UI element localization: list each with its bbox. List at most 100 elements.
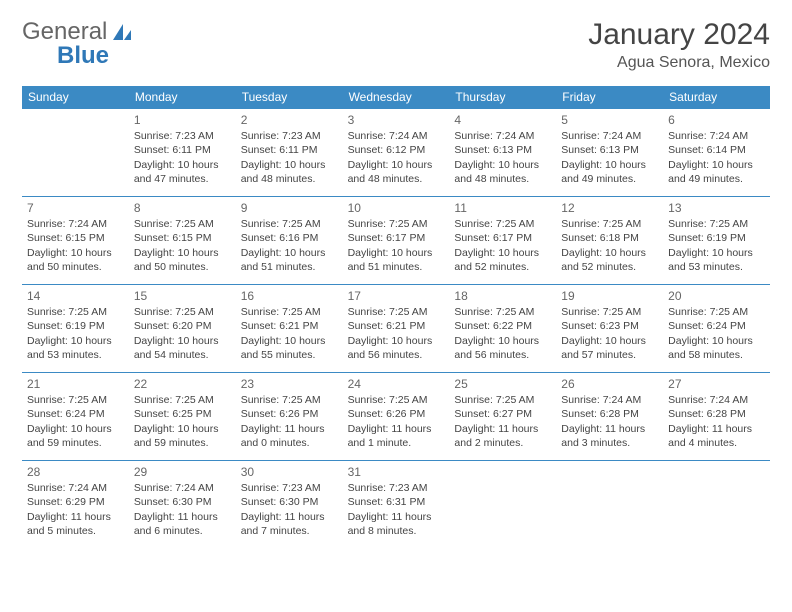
daylight-line: Daylight: 11 hours and 3 minutes. <box>561 422 658 450</box>
calendar-cell: 8Sunrise: 7:25 AMSunset: 6:15 PMDaylight… <box>129 196 236 284</box>
daylight-line: Daylight: 10 hours and 59 minutes. <box>134 422 231 450</box>
sunrise-line: Sunrise: 7:25 AM <box>241 217 338 231</box>
daylight-line: Daylight: 10 hours and 59 minutes. <box>27 422 124 450</box>
day-number: 11 <box>454 200 551 216</box>
sunset-line: Sunset: 6:19 PM <box>668 231 765 245</box>
sunrise-line: Sunrise: 7:25 AM <box>348 305 445 319</box>
sunrise-line: Sunrise: 7:24 AM <box>454 129 551 143</box>
sunset-line: Sunset: 6:28 PM <box>668 407 765 421</box>
sunset-line: Sunset: 6:12 PM <box>348 143 445 157</box>
day-number: 30 <box>241 464 338 480</box>
calendar-cell: 6Sunrise: 7:24 AMSunset: 6:14 PMDaylight… <box>663 108 770 196</box>
daylight-line: Daylight: 11 hours and 0 minutes. <box>241 422 338 450</box>
page-header: General January 2024 Agua Senora, Mexico <box>22 18 770 72</box>
daylight-line: Daylight: 10 hours and 53 minutes. <box>668 246 765 274</box>
day-number: 29 <box>134 464 231 480</box>
sunset-line: Sunset: 6:30 PM <box>241 495 338 509</box>
calendar-cell-empty <box>663 460 770 548</box>
sunrise-line: Sunrise: 7:24 AM <box>348 129 445 143</box>
daylight-line: Daylight: 11 hours and 5 minutes. <box>27 510 124 538</box>
day-number: 31 <box>348 464 445 480</box>
day-number: 3 <box>348 112 445 128</box>
calendar-cell: 7Sunrise: 7:24 AMSunset: 6:15 PMDaylight… <box>22 196 129 284</box>
day-number: 22 <box>134 376 231 392</box>
daylight-line: Daylight: 10 hours and 50 minutes. <box>134 246 231 274</box>
sunset-line: Sunset: 6:27 PM <box>454 407 551 421</box>
sunset-line: Sunset: 6:17 PM <box>454 231 551 245</box>
sunset-line: Sunset: 6:11 PM <box>241 143 338 157</box>
calendar-cell: 26Sunrise: 7:24 AMSunset: 6:28 PMDayligh… <box>556 372 663 460</box>
calendar-cell: 17Sunrise: 7:25 AMSunset: 6:21 PMDayligh… <box>343 284 450 372</box>
day-number: 27 <box>668 376 765 392</box>
calendar-cell: 28Sunrise: 7:24 AMSunset: 6:29 PMDayligh… <box>22 460 129 548</box>
sunrise-line: Sunrise: 7:25 AM <box>241 305 338 319</box>
weekday-header: Monday <box>129 86 236 108</box>
day-number: 25 <box>454 376 551 392</box>
day-number: 9 <box>241 200 338 216</box>
day-number: 24 <box>348 376 445 392</box>
daylight-line: Daylight: 11 hours and 6 minutes. <box>134 510 231 538</box>
daylight-line: Daylight: 11 hours and 2 minutes. <box>454 422 551 450</box>
day-number: 26 <box>561 376 658 392</box>
sunset-line: Sunset: 6:13 PM <box>454 143 551 157</box>
day-number: 19 <box>561 288 658 304</box>
day-number: 14 <box>27 288 124 304</box>
brand-part2-wrap: Blue <box>57 42 109 70</box>
month-title: January 2024 <box>588 18 770 52</box>
calendar-cell: 27Sunrise: 7:24 AMSunset: 6:28 PMDayligh… <box>663 372 770 460</box>
weekday-header: Sunday <box>22 86 129 108</box>
daylight-line: Daylight: 10 hours and 51 minutes. <box>241 246 338 274</box>
calendar-cell: 24Sunrise: 7:25 AMSunset: 6:26 PMDayligh… <box>343 372 450 460</box>
daylight-line: Daylight: 10 hours and 54 minutes. <box>134 334 231 362</box>
day-number: 1 <box>134 112 231 128</box>
day-number: 8 <box>134 200 231 216</box>
sunset-line: Sunset: 6:21 PM <box>348 319 445 333</box>
weekday-header: Wednesday <box>343 86 450 108</box>
calendar-cell: 15Sunrise: 7:25 AMSunset: 6:20 PMDayligh… <box>129 284 236 372</box>
weekday-header: Tuesday <box>236 86 343 108</box>
daylight-line: Daylight: 10 hours and 52 minutes. <box>561 246 658 274</box>
calendar-cell: 2Sunrise: 7:23 AMSunset: 6:11 PMDaylight… <box>236 108 343 196</box>
brand-sail-icon <box>111 22 133 42</box>
calendar-grid: SundayMondayTuesdayWednesdayThursdayFrid… <box>22 86 770 548</box>
sunrise-line: Sunrise: 7:23 AM <box>241 129 338 143</box>
day-number: 10 <box>348 200 445 216</box>
sunrise-line: Sunrise: 7:25 AM <box>27 305 124 319</box>
location-label: Agua Senora, Mexico <box>588 54 770 72</box>
day-number: 17 <box>348 288 445 304</box>
day-number: 13 <box>668 200 765 216</box>
calendar-cell: 16Sunrise: 7:25 AMSunset: 6:21 PMDayligh… <box>236 284 343 372</box>
daylight-line: Daylight: 10 hours and 55 minutes. <box>241 334 338 362</box>
sunset-line: Sunset: 6:29 PM <box>27 495 124 509</box>
daylight-line: Daylight: 11 hours and 8 minutes. <box>348 510 445 538</box>
sunrise-line: Sunrise: 7:23 AM <box>348 481 445 495</box>
day-number: 7 <box>27 200 124 216</box>
calendar-cell: 14Sunrise: 7:25 AMSunset: 6:19 PMDayligh… <box>22 284 129 372</box>
day-number: 20 <box>668 288 765 304</box>
calendar-cell: 10Sunrise: 7:25 AMSunset: 6:17 PMDayligh… <box>343 196 450 284</box>
sunset-line: Sunset: 6:15 PM <box>27 231 124 245</box>
sunset-line: Sunset: 6:26 PM <box>348 407 445 421</box>
brand-part2: Blue <box>57 42 109 69</box>
calendar-cell: 23Sunrise: 7:25 AMSunset: 6:26 PMDayligh… <box>236 372 343 460</box>
sunset-line: Sunset: 6:24 PM <box>27 407 124 421</box>
daylight-line: Daylight: 10 hours and 57 minutes. <box>561 334 658 362</box>
sunset-line: Sunset: 6:14 PM <box>668 143 765 157</box>
calendar-cell: 18Sunrise: 7:25 AMSunset: 6:22 PMDayligh… <box>449 284 556 372</box>
daylight-line: Daylight: 10 hours and 48 minutes. <box>241 158 338 186</box>
sunrise-line: Sunrise: 7:25 AM <box>241 393 338 407</box>
sunset-line: Sunset: 6:25 PM <box>134 407 231 421</box>
daylight-line: Daylight: 10 hours and 48 minutes. <box>348 158 445 186</box>
calendar-cell: 5Sunrise: 7:24 AMSunset: 6:13 PMDaylight… <box>556 108 663 196</box>
calendar-cell: 3Sunrise: 7:24 AMSunset: 6:12 PMDaylight… <box>343 108 450 196</box>
sunset-line: Sunset: 6:30 PM <box>134 495 231 509</box>
sunrise-line: Sunrise: 7:24 AM <box>668 393 765 407</box>
daylight-line: Daylight: 11 hours and 4 minutes. <box>668 422 765 450</box>
sunset-line: Sunset: 6:16 PM <box>241 231 338 245</box>
sunrise-line: Sunrise: 7:25 AM <box>454 217 551 231</box>
day-number: 18 <box>454 288 551 304</box>
daylight-line: Daylight: 10 hours and 58 minutes. <box>668 334 765 362</box>
weekday-header: Friday <box>556 86 663 108</box>
calendar-cell: 29Sunrise: 7:24 AMSunset: 6:30 PMDayligh… <box>129 460 236 548</box>
calendar-cell: 25Sunrise: 7:25 AMSunset: 6:27 PMDayligh… <box>449 372 556 460</box>
